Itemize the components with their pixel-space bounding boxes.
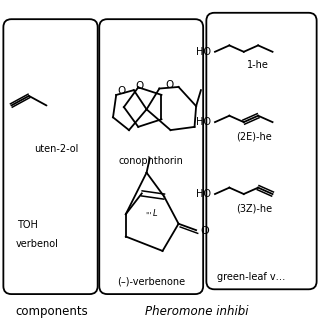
Text: uten-2-ol: uten-2-ol xyxy=(34,144,78,154)
Text: O: O xyxy=(201,226,209,236)
Text: HO: HO xyxy=(196,117,211,127)
Text: HO: HO xyxy=(196,47,211,57)
Text: 1-he: 1-he xyxy=(246,60,268,70)
Text: O: O xyxy=(118,86,126,96)
Text: L: L xyxy=(153,209,158,218)
Text: (–)-verbenone: (–)-verbenone xyxy=(117,277,185,287)
Text: HO: HO xyxy=(196,189,211,199)
FancyBboxPatch shape xyxy=(206,13,316,289)
Text: (2E)-he: (2E)-he xyxy=(236,132,272,142)
Text: conophthorin: conophthorin xyxy=(119,156,184,166)
Text: ''': ''' xyxy=(145,212,151,220)
Text: components: components xyxy=(15,305,88,318)
Text: (3Z)-he: (3Z)-he xyxy=(236,204,272,214)
Text: verbenol: verbenol xyxy=(15,239,58,249)
FancyBboxPatch shape xyxy=(4,19,98,294)
FancyBboxPatch shape xyxy=(99,19,203,294)
Text: O: O xyxy=(165,80,174,90)
Text: green-leaf v…: green-leaf v… xyxy=(217,271,285,282)
Text: O: O xyxy=(136,81,144,91)
Text: Pheromone inhibi: Pheromone inhibi xyxy=(145,305,249,318)
Text: TOH: TOH xyxy=(17,220,38,230)
